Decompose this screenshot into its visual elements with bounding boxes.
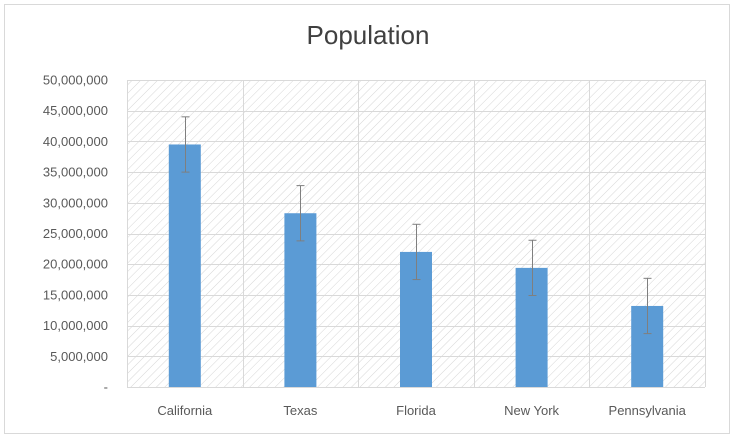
y-tick-label: 20,000,000 xyxy=(43,257,108,272)
y-tick-label: 50,000,000 xyxy=(43,73,108,88)
x-tick-label: California xyxy=(157,403,213,418)
error-bar-florida xyxy=(412,223,421,281)
x-tick-label: Texas xyxy=(283,403,317,418)
chart-title: Population xyxy=(306,20,430,50)
y-tick-label: 5,000,000 xyxy=(50,349,108,364)
y-tick-label: - xyxy=(104,380,108,395)
error-bars xyxy=(181,116,652,335)
error-bar-texas xyxy=(296,185,305,242)
bar-texas xyxy=(284,213,317,387)
error-bar-california xyxy=(181,116,190,173)
bars xyxy=(168,144,664,387)
error-bar-pennsylvania xyxy=(643,277,652,335)
y-tick-label: 10,000,000 xyxy=(43,318,108,333)
x-tick-label: Florida xyxy=(396,403,437,418)
error-bar-new-york xyxy=(528,239,537,297)
y-axis-ticks: - 5,000,000 10,000,000 15,000,000 20,000,000… xyxy=(43,73,108,395)
y-tick-label: 15,000,000 xyxy=(43,287,108,302)
x-tick-label: Pennsylvania xyxy=(609,403,687,418)
y-tick-label: 30,000,000 xyxy=(43,195,108,210)
y-tick-label: 45,000,000 xyxy=(43,103,108,118)
y-tick-label: 40,000,000 xyxy=(43,134,108,149)
y-tick-label: 25,000,000 xyxy=(43,226,108,241)
y-tick-label: 35,000,000 xyxy=(43,165,108,180)
bar-new-york xyxy=(515,267,548,387)
bar-california xyxy=(168,144,201,387)
x-tick-label: New York xyxy=(504,403,559,418)
x-axis-ticks: California Texas Florida New York Pennsylvan… xyxy=(157,403,686,418)
